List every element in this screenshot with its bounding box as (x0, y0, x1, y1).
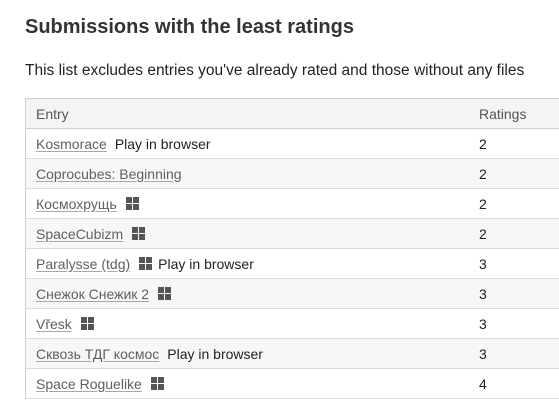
ratings-cell: 3 (479, 285, 487, 302)
ratings-cell: 2 (479, 165, 487, 182)
windows-icon (158, 287, 172, 300)
submissions-table: Entry Ratings Kosmorace Play in browser 2 C… (25, 98, 559, 399)
table-row: Kosmorace Play in browser 2 (26, 129, 559, 159)
ratings-cell: 2 (479, 225, 487, 242)
table-row: Paralysse (tdg) Play in browser 3 (26, 249, 559, 279)
page-subtitle: This list excludes entries you've alread… (25, 62, 525, 79)
entry-cell: Снежок Снежик 2 (36, 285, 172, 302)
table-row: Космохрущь 2 (26, 189, 559, 219)
table-row: Space Roguelike 4 (26, 369, 559, 399)
ratings-cell: 3 (479, 255, 487, 272)
ratings-cell: 3 (479, 315, 487, 332)
table-row: Vřesk 3 (26, 309, 559, 339)
table-header-row: Entry Ratings (26, 99, 559, 129)
ratings-cell: 2 (479, 195, 487, 212)
ratings-cell: 4 (479, 375, 487, 392)
play-in-browser-label: Play in browser (167, 345, 263, 362)
entry-cell: Space Roguelike (36, 376, 164, 392)
entry-link[interactable]: Сквозь ТДГ космос (36, 345, 160, 362)
table-row: SpaceCubizm 2 (26, 219, 559, 249)
entry-cell: Kosmorace Play in browser (36, 136, 211, 152)
play-in-browser-label: Play in browser (158, 255, 254, 272)
windows-icon (139, 257, 153, 270)
play-in-browser-label: Play in browser (114, 135, 211, 152)
column-header-entry: Entry (36, 105, 69, 122)
windows-icon (150, 377, 164, 390)
entry-cell: Космохрущь (36, 196, 139, 212)
entry-cell: Coprocubes: Beginning (36, 166, 182, 182)
entry-link[interactable]: Vřesk (36, 315, 72, 332)
entry-link[interactable]: Coprocubes: Beginning (36, 165, 182, 182)
entry-link[interactable]: Kosmorace (36, 135, 107, 152)
entry-link[interactable]: Space Roguelike (36, 375, 142, 392)
windows-icon (132, 227, 146, 240)
entry-link[interactable]: Космохрущь (36, 195, 117, 212)
entry-cell: Сквозь ТДГ космос Play in browser (36, 346, 263, 362)
ratings-cell: 2 (479, 135, 487, 152)
table-row: Coprocubes: Beginning 2 (26, 159, 559, 189)
entry-cell: Paralysse (tdg) Play in browser (36, 256, 254, 272)
windows-icon (80, 317, 94, 330)
entry-cell: Vřesk (36, 316, 94, 332)
entry-link[interactable]: SpaceCubizm (36, 225, 124, 242)
entry-cell: SpaceCubizm (36, 225, 146, 242)
entry-link[interactable]: Paralysse (tdg) (36, 255, 131, 272)
column-header-ratings: Ratings (479, 105, 527, 122)
page-title: Submissions with the least ratings (25, 16, 354, 38)
table-row: Снежок Снежик 2 3 (26, 279, 559, 309)
entry-link[interactable]: Снежок Снежик 2 (36, 285, 150, 302)
windows-icon (125, 197, 139, 210)
ratings-cell: 3 (479, 345, 487, 362)
table-row: Сквозь ТДГ космос Play in browser 3 (26, 339, 559, 369)
